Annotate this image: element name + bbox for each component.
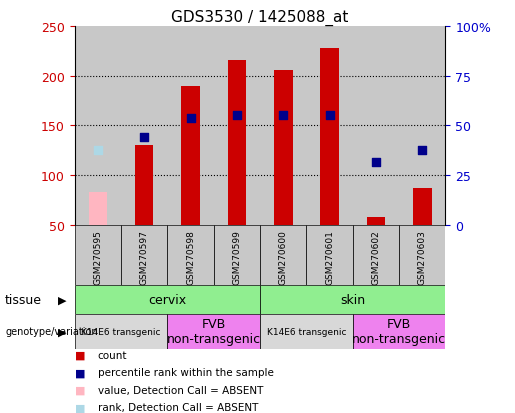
Text: percentile rank within the sample: percentile rank within the sample (98, 368, 274, 377)
Text: rank, Detection Call = ABSENT: rank, Detection Call = ABSENT (98, 402, 258, 412)
Point (418, 147, 426, 154)
Text: ■: ■ (75, 368, 85, 377)
Bar (167, 225, 214, 285)
Text: FVB
non-transgenic: FVB non-transgenic (167, 318, 261, 345)
Point (94, 147, 102, 154)
Bar (181, 86, 200, 225)
Bar (306, 27, 353, 225)
Text: cervix: cervix (148, 293, 186, 306)
Text: ■: ■ (75, 350, 85, 360)
Text: K14E6 transgenic: K14E6 transgenic (81, 327, 161, 336)
Text: GSM270602: GSM270602 (371, 229, 381, 284)
Bar (121, 27, 167, 225)
Bar (367, 217, 385, 225)
Bar (121, 225, 167, 285)
Bar (260, 314, 353, 349)
Bar (214, 225, 260, 285)
Text: ■: ■ (75, 402, 85, 412)
Text: GSM270597: GSM270597 (140, 229, 149, 284)
Bar (260, 285, 445, 314)
Text: GSM270598: GSM270598 (186, 229, 195, 284)
Point (140, 135, 148, 141)
Bar (260, 225, 306, 285)
Bar (214, 27, 260, 225)
Title: GDS3530 / 1425088_at: GDS3530 / 1425088_at (171, 9, 349, 26)
Text: genotype/variation: genotype/variation (5, 326, 98, 337)
Bar (167, 27, 214, 225)
Text: ▶: ▶ (58, 326, 66, 337)
Point (279, 113, 287, 119)
Text: ■: ■ (75, 385, 85, 395)
Bar (75, 27, 121, 225)
Bar (89, 192, 107, 225)
Text: GSM270599: GSM270599 (232, 229, 242, 284)
Text: value, Detection Call = ABSENT: value, Detection Call = ABSENT (98, 385, 263, 395)
Text: GSM270600: GSM270600 (279, 229, 288, 284)
Point (325, 113, 334, 119)
Bar (75, 225, 121, 285)
Text: GSM270601: GSM270601 (325, 229, 334, 284)
Bar (135, 146, 153, 225)
Bar (399, 27, 445, 225)
Text: tissue: tissue (5, 293, 42, 306)
Text: GSM270603: GSM270603 (418, 229, 427, 284)
Bar (274, 71, 293, 225)
Point (233, 113, 241, 119)
Bar (260, 27, 306, 225)
Bar (353, 314, 445, 349)
Bar (320, 49, 339, 225)
Bar (353, 225, 399, 285)
Bar (228, 61, 246, 225)
Point (372, 159, 380, 166)
Text: skin: skin (340, 293, 365, 306)
Text: count: count (98, 350, 127, 360)
Bar (75, 285, 260, 314)
Bar (167, 314, 260, 349)
Bar (306, 225, 353, 285)
Text: GSM270595: GSM270595 (93, 229, 102, 284)
Text: K14E6 transgenic: K14E6 transgenic (267, 327, 346, 336)
Point (186, 116, 195, 122)
Bar (353, 27, 399, 225)
Text: ▶: ▶ (58, 294, 66, 304)
Bar (413, 188, 432, 225)
Bar (399, 225, 445, 285)
Text: FVB
non-transgenic: FVB non-transgenic (352, 318, 446, 345)
Bar (75, 314, 167, 349)
